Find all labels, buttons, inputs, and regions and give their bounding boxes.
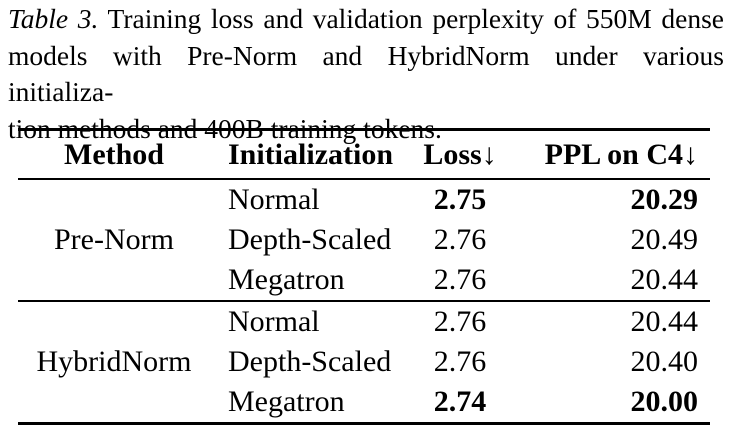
table-row: Pre-Norm Normal 2.75 20.29 [18, 179, 710, 256]
ppl-cell: 20.49 [630, 223, 699, 256]
loss-cell: 2.75 [433, 183, 487, 216]
init-cell: Normal [228, 305, 320, 338]
method-cell: HybridNorm [36, 345, 192, 378]
table-row: Depth-Scaled 2.76 20.40 [18, 342, 710, 382]
group-hybridnorm: HybridNorm Normal 2.76 20.44 Depth-Scale… [18, 301, 710, 424]
loss-cell: 2.76 [433, 345, 487, 378]
col-header-loss: Loss↓ [410, 129, 510, 180]
caption-text-2: models with Pre-Norm and HybridNorm unde… [8, 39, 724, 108]
ppl-cell: 20.00 [630, 385, 699, 418]
init-cell: Megatron [228, 385, 345, 418]
ppl-cell: 20.44 [630, 305, 699, 338]
loss-cell: 2.76 [433, 305, 487, 338]
col-header-ppl-on-c4: PPL on C4↓ [510, 129, 710, 180]
caption-line-2: models with Pre-Norm and HybridNorm unde… [8, 38, 724, 111]
init-cell: Depth-Scaled [228, 223, 392, 256]
ppl-cell: 20.44 [630, 263, 699, 296]
init-cell: Megatron [228, 263, 345, 296]
loss-cell: 2.76 [433, 263, 487, 296]
results-table: Method Initialization Loss↓ PPL on C4↓ P… [18, 128, 710, 425]
caption-table-number: Table 3. [8, 3, 99, 34]
init-cell: Normal [228, 183, 320, 216]
loss-cell: 2.74 [433, 385, 487, 418]
method-cell: Pre-Norm [54, 223, 174, 256]
table-row: Megatron 2.76 20.44 [18, 260, 710, 301]
caption-text-1: Training loss and validation perplexity … [107, 3, 724, 34]
caption-line-1: Table 3. Training loss and validation pe… [8, 1, 724, 38]
col-header-method: Method [18, 129, 210, 180]
table-row: HybridNorm Normal 2.76 20.44 [18, 301, 710, 378]
table-caption: Table 3. Training loss and validation pe… [8, 1, 724, 147]
col-header-initialization: Initialization [210, 129, 410, 180]
ppl-cell: 20.40 [630, 345, 699, 378]
table-header-row: Method Initialization Loss↓ PPL on C4↓ [18, 129, 710, 180]
init-cell: Depth-Scaled [228, 345, 392, 378]
table-row: Megatron 2.74 20.00 [18, 382, 710, 424]
loss-cell: 2.76 [433, 223, 487, 256]
group-pre-norm: Pre-Norm Normal 2.75 20.29 Depth-Scaled … [18, 179, 710, 301]
ppl-cell: 20.29 [630, 183, 699, 216]
table-row: Depth-Scaled 2.76 20.49 [18, 220, 710, 260]
